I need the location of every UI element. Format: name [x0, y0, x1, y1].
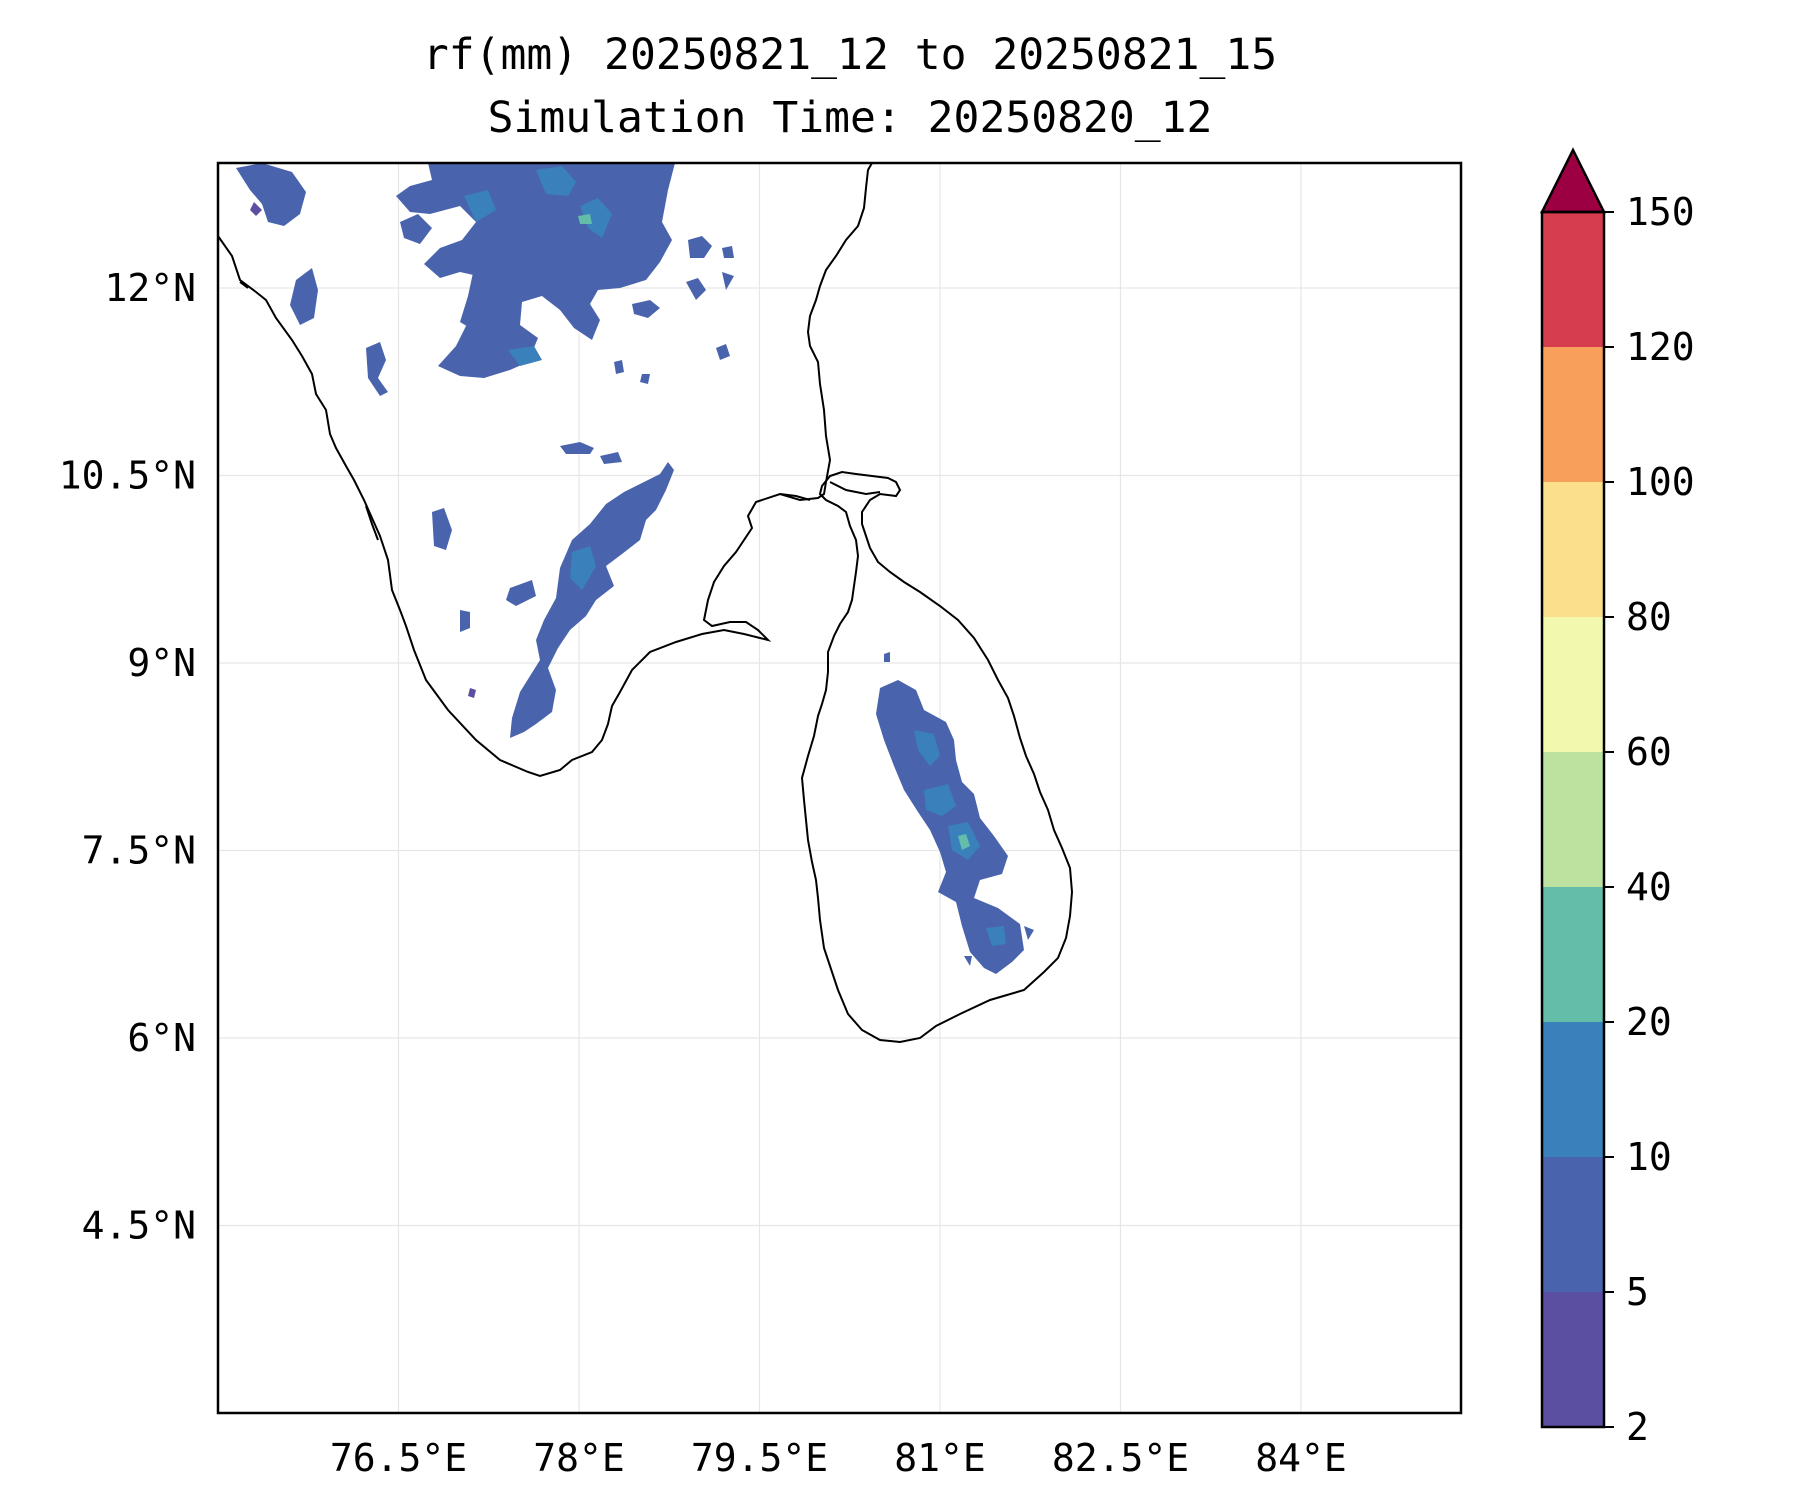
y-tick-label: 4.5°N [82, 1204, 196, 1248]
rain-patch [884, 652, 890, 662]
rain-patch [964, 956, 972, 966]
y-tick-label: 6°N [127, 1016, 196, 1060]
rain-patch [958, 834, 970, 850]
rain-patch [614, 360, 624, 374]
rain-patch [506, 580, 536, 606]
rainfall-layer [236, 163, 1034, 974]
rain-patch [600, 452, 622, 464]
gulf-of-mannar-inlet [779, 493, 811, 501]
map-background [218, 163, 1461, 1413]
x-tick-label: 79.5°E [691, 1436, 828, 1480]
colorbar-tick-label: 120 [1626, 325, 1695, 369]
rain-patch [924, 784, 956, 816]
coast-detail [365, 505, 379, 541]
rain-patch [250, 202, 262, 216]
colorbar-tick-label: 150 [1626, 190, 1695, 234]
x-tick-label: 84°E [1255, 1436, 1347, 1480]
colorbar-tick-label: 100 [1626, 460, 1695, 504]
rain-patch [716, 344, 730, 360]
x-axis: 76.5°E 78°E 79.5°E 81°E 82.5°E 84°E [330, 1436, 1347, 1480]
colorbar-segment [1542, 212, 1604, 347]
rain-patch [722, 246, 734, 258]
rain-patch [460, 268, 492, 328]
x-tick-label: 82.5°E [1052, 1436, 1189, 1480]
rain-patch [580, 198, 612, 238]
rain-patch [686, 278, 706, 300]
colorbar-extend-arrow [1539, 147, 1607, 214]
colorbar-tick-label: 10 [1626, 1135, 1672, 1179]
sri-lanka-coastline [800, 470, 1074, 1044]
colorbar-tick-label: 40 [1626, 865, 1672, 909]
colorbar-segment [1542, 617, 1604, 752]
map-frame [216, 161, 1463, 1415]
colorbar-segment [1542, 482, 1604, 617]
chart-title: rf(mm) 20250821_12 to 20250821_15 [422, 30, 1278, 80]
x-tick-label: 78°E [533, 1436, 625, 1480]
rain-patch [290, 268, 318, 325]
rain-patch [366, 342, 388, 396]
coast-detail [239, 281, 249, 289]
rain-patch [578, 214, 592, 224]
rain-patch [460, 610, 470, 632]
y-tick-label: 7.5°N [82, 829, 196, 873]
colorbar-tick-label: 80 [1626, 595, 1672, 639]
y-axis: 12°N 10.5°N 9°N 7.5°N 6°N 4.5°N [59, 266, 196, 1248]
y-tick-label: 10.5°N [59, 454, 196, 498]
india-coastline [217, 162, 873, 778]
rain-patch [1024, 926, 1034, 940]
colorbar-frame [1540, 210, 1606, 1429]
colorbar-segment [1542, 752, 1604, 887]
colorbar: 2 5 10 20 40 60 80 100 120 150 [1539, 147, 1695, 1449]
rain-patch [570, 546, 596, 590]
rain-patch [510, 462, 674, 738]
x-tick-label: 76.5°E [330, 1436, 467, 1480]
rain-patch [632, 300, 660, 318]
colorbar-segment [1542, 1292, 1604, 1427]
x-tick-label: 81°E [894, 1436, 986, 1480]
rain-patch [722, 272, 734, 290]
colorbar-segment [1542, 887, 1604, 1022]
y-tick-label: 9°N [127, 641, 196, 685]
rain-patch [432, 508, 452, 550]
chart-subtitle: Simulation Time: 20250820_12 [487, 93, 1213, 143]
colorbar-tick-label: 2 [1626, 1405, 1649, 1449]
rain-patch [464, 190, 496, 222]
rain-patch [688, 236, 712, 258]
colorbar-segment [1542, 1157, 1604, 1292]
colorbar-tick-label: 20 [1626, 1000, 1672, 1044]
jaffna-lagoon [829, 481, 881, 496]
colorbar-tick-label: 60 [1626, 730, 1672, 774]
rain-patch [560, 442, 594, 454]
colorbar-tick-label: 5 [1626, 1270, 1649, 1314]
rain-patch [400, 214, 432, 244]
coastline [217, 162, 1074, 1044]
rain-patch [914, 730, 940, 766]
rain-patch [236, 163, 306, 226]
rain-patch [508, 346, 542, 366]
rain-patch [536, 166, 576, 196]
y-tick-label: 12°N [104, 266, 196, 310]
rain-patch [468, 688, 476, 698]
colorbar-segment [1542, 1022, 1604, 1157]
rain-patch [986, 926, 1006, 946]
rain-patch [640, 374, 650, 384]
colorbar-segment [1542, 347, 1604, 482]
